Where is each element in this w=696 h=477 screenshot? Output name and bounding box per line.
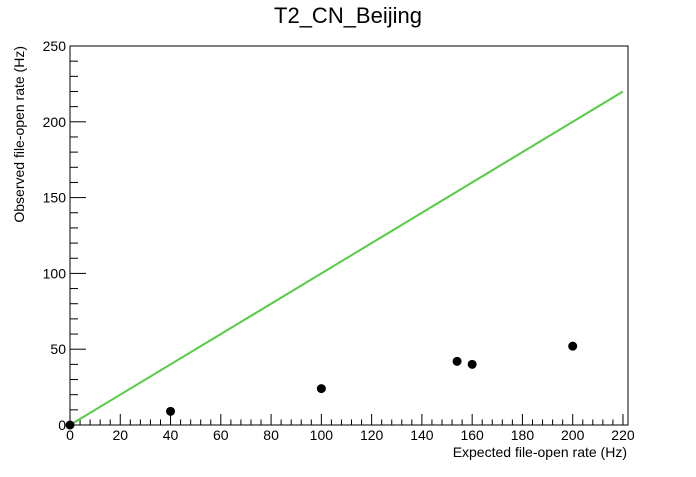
x-tick-label: 40: [163, 427, 179, 443]
y-axis-label: Observed file-open rate (Hz): [11, 46, 27, 223]
x-tick-label: 220: [611, 427, 635, 443]
x-tick-label: 160: [460, 427, 484, 443]
reference-line: [69, 90, 624, 426]
x-tick-label: 80: [263, 427, 279, 443]
y-tick-label: 100: [43, 265, 67, 281]
y-tick-label: 200: [43, 114, 67, 130]
y-tick-label: 0: [58, 417, 66, 433]
x-tick-label: 20: [112, 427, 128, 443]
x-tick-label: 60: [213, 427, 229, 443]
data-point: [467, 359, 477, 369]
axis-ticks: 0 20 40 60 80 100 120 140 160 180 200 220 0 50 100 150 2…: [43, 38, 635, 443]
data-point: [65, 420, 75, 430]
data-point: [316, 384, 326, 394]
data-point: [452, 356, 462, 366]
x-tick-label: 180: [511, 427, 535, 443]
x-tick-label: 0: [66, 427, 74, 443]
x-axis-label: Expected file-open rate (Hz): [453, 444, 627, 460]
chart-title: T2_CN_Beijing: [274, 3, 422, 28]
data-point: [166, 406, 176, 416]
x-tick-label: 100: [310, 427, 334, 443]
x-tick-label: 120: [360, 427, 384, 443]
x-tick-label: 140: [410, 427, 434, 443]
x-tick-label: 200: [561, 427, 585, 443]
y-tick-label: 50: [50, 341, 66, 357]
data-point: [568, 341, 578, 351]
y-tick-label: 150: [43, 190, 67, 206]
plot-frame: [69, 45, 629, 426]
y-tick-label: 250: [43, 38, 67, 54]
data-series: [65, 90, 624, 430]
